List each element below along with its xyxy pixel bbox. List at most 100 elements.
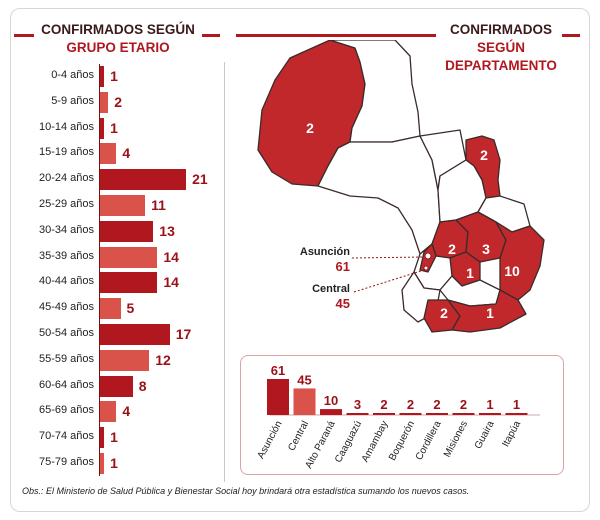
right-header-rule-right: [562, 34, 580, 37]
age-label: 75-79 años: [38, 456, 94, 468]
age-value-label: 14: [163, 248, 179, 265]
age-bar: [100, 143, 117, 165]
dept-category-label: Boquerón: [387, 419, 417, 462]
callout-asuncion-name: Asunción: [299, 246, 350, 258]
age-value-label: 8: [138, 377, 147, 394]
left-header-rule-left: [14, 34, 34, 37]
age-value-label: 2: [114, 93, 122, 110]
dept-value-label: 2: [460, 397, 467, 412]
age-bar: [100, 195, 146, 216]
age-label: 5-9 años: [51, 94, 94, 107]
age-value-label: 1: [110, 429, 118, 446]
left-header-rule-right: [202, 34, 220, 37]
age-value-label: 1: [110, 68, 118, 84]
age-value-label: 4: [122, 145, 131, 162]
age-bar: [100, 453, 105, 474]
age-bar: [100, 401, 117, 423]
map-region-presidente-hayes: [317, 135, 441, 255]
age-value-label: 1: [110, 119, 118, 136]
age-bar: [100, 91, 109, 113]
dept-category-label: Misiones: [442, 419, 470, 459]
dept-bar: [426, 413, 448, 415]
dept-bar: [479, 413, 501, 415]
right-panel-title: CONFIRMADOS: [450, 22, 552, 37]
dept-bar: [267, 379, 289, 415]
age-bar: [100, 169, 187, 191]
age-bar: [100, 349, 150, 371]
age-label: 45-49 años: [38, 301, 94, 314]
callout-central-name: Central: [312, 283, 350, 295]
age-label: 10-14 años: [38, 120, 94, 133]
dept-value-label: 2: [407, 397, 414, 412]
age-value-label: 12: [155, 351, 171, 368]
dept-value-label: 2: [433, 397, 440, 412]
dept-bar: [452, 413, 475, 415]
age-bar: [100, 220, 154, 242]
age-bar: [100, 375, 133, 397]
map-marker-asuncion: [424, 252, 432, 260]
dept-category-label: Cordillera: [414, 419, 444, 462]
dept-bar: [399, 413, 422, 415]
map-label-amambay: 2: [480, 147, 488, 163]
age-bar: [100, 117, 105, 139]
age-bar: [100, 272, 158, 294]
dept-value-label: 3: [354, 397, 361, 412]
age-bar: [100, 324, 170, 345]
callout-central-value: 45: [335, 296, 350, 311]
dept-value-label: 1: [513, 397, 520, 412]
dept-bar: [293, 388, 316, 415]
map-region-alto-parana: [495, 221, 545, 301]
age-value-label: 17: [175, 326, 192, 342]
dept-category-label: Central: [286, 419, 311, 453]
callout-asuncion-value: 61: [335, 259, 350, 274]
dept-value-label: 10: [324, 393, 338, 408]
map-label-cordillera: 2: [448, 241, 456, 257]
age-value-label: 4: [122, 403, 131, 420]
map-label-alto-parana: 10: [504, 263, 520, 279]
right-panel-subtitle-2: DEPARTAMENTO: [445, 58, 557, 73]
dept-category-label: Amambay: [360, 419, 391, 464]
age-bar: [100, 298, 121, 320]
age-label: 70-74 años: [38, 430, 94, 443]
panel-divider: [224, 62, 225, 482]
dept-bar: [373, 413, 395, 415]
dept-category-label: Guaira: [473, 419, 497, 451]
age-label: 55-59 años: [38, 352, 94, 365]
dept-bar: [320, 409, 342, 415]
age-bar: [100, 427, 105, 449]
map-label-boqueron: 2: [306, 120, 314, 136]
callout-line-asuncion: [351, 256, 425, 259]
footnote: Obs.: El Ministerio de Salud Pública y B…: [22, 486, 470, 496]
age-value-label: 13: [159, 222, 175, 239]
age-label: 25-29 años: [38, 198, 94, 210]
age-label: 35-39 años: [38, 249, 94, 262]
age-value-label: 5: [126, 300, 135, 317]
age-label: 15-19 años: [38, 146, 94, 159]
left-panel-title: CONFIRMADOS SEGÚN: [41, 22, 195, 37]
age-value-label: 1: [110, 455, 118, 471]
map-label-caaguazu: 3: [482, 241, 490, 257]
age-label: 60-64 años: [38, 378, 94, 391]
right-panel-subtitle-1: SEGÚN: [476, 40, 525, 55]
dept-category-label: Itapúa: [500, 419, 523, 449]
map-label-itapua: 1: [486, 305, 494, 321]
age-value-label: 14: [163, 274, 179, 291]
age-bar: [100, 246, 158, 268]
right-header-rule-left: [236, 34, 436, 37]
map-marker-central: [423, 265, 429, 271]
dept-bar: [505, 413, 528, 415]
age-label: 20-24 años: [38, 172, 94, 185]
age-label: 50-54 años: [38, 327, 94, 339]
age-value-label: 21: [192, 171, 208, 188]
dept-value-label: 1: [486, 397, 493, 412]
age-label: 65-69 años: [38, 404, 94, 417]
dept-bar: [346, 413, 369, 415]
dept-value-label: 45: [297, 372, 311, 387]
age-value-label: 11: [151, 197, 166, 213]
department-chart-box: [240, 355, 564, 475]
age-label: 30-34 años: [38, 223, 94, 236]
dept-value-label: 2: [380, 397, 387, 412]
callout-line-central: [353, 269, 425, 293]
dept-category-label: Asunción: [256, 419, 285, 460]
